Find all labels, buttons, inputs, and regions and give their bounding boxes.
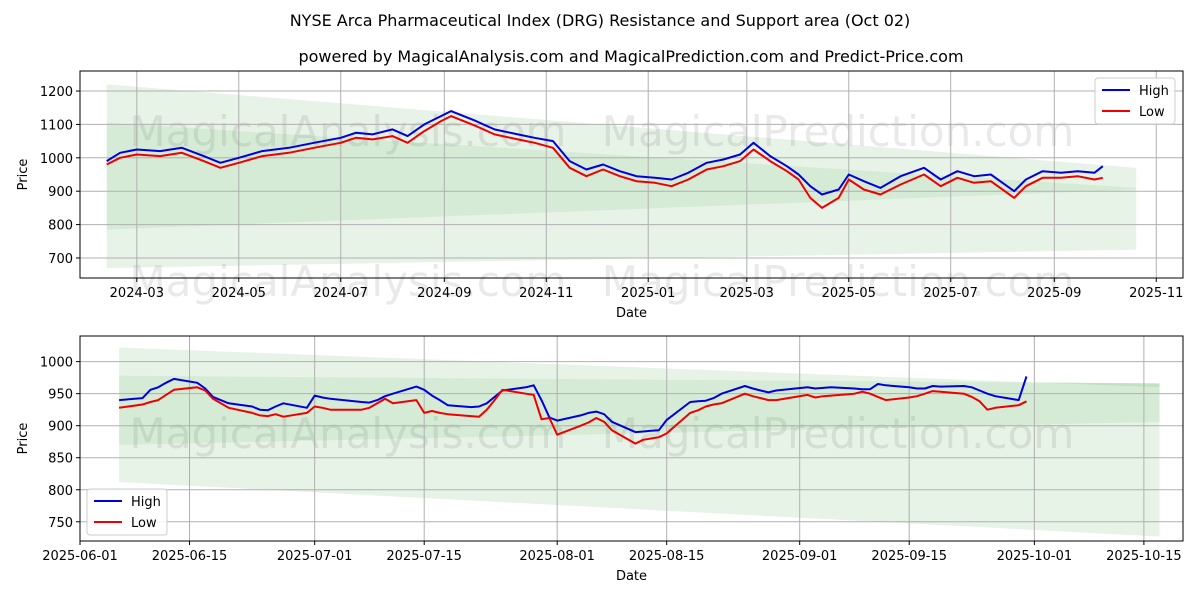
plot-frame [79,335,1184,542]
x-tick-label: 2025-08-01 [519,549,595,564]
y-tick-label: 750 [48,516,73,531]
x-tick-label: 2025-11 [1129,286,1183,301]
y-tick-label: 800 [48,484,73,499]
x-tick-label: 2025-09 [1027,286,1081,301]
y-tick-label: 900 [48,420,73,435]
band-area-0 [106,84,1137,188]
top-chart: MagicalAnalysis.com MagicalAnalysis.com Ma… [16,70,1184,321]
x-tick-label: 2025-10-15 [1106,549,1182,564]
x-tick-label: 2025-07 [924,286,978,301]
y-axis-label: Price [16,159,31,191]
series-line-low [118,386,1027,445]
chart-subtitle: powered by MagicalAnalysis.com and Magic… [298,47,963,66]
x-tick-label: 2025-01 [621,286,675,301]
legend-label-high: High [131,495,161,510]
y-tick-label: 1000 [40,152,73,167]
watermark-text: MagicalAnalysis.com [130,107,567,156]
x-tick-label: 2025-06-15 [152,549,228,564]
y-tick-label: 950 [48,388,73,403]
band-group [119,347,1160,537]
watermark-text: MagicalPrediction.com [602,409,1075,458]
plot-frame [79,70,1184,279]
band-area-1 [119,375,1160,445]
legend: High Low [86,488,168,536]
bottom-chart: MagicalAnalysis.com MagicalPrediction.com… [16,335,1184,584]
x-axis-label: Date [616,306,647,321]
x-tick-label: 2025-07-01 [277,549,353,564]
legend-label-low: Low [131,516,157,531]
x-tick-label: 2024-09 [417,286,471,301]
x-axis-label: Date [616,569,647,584]
series-line-high [106,110,1104,196]
series-line-high [119,376,1028,434]
x-tick-label: 2025-10-01 [997,549,1073,564]
x-tick-label: 2025-09-01 [762,549,838,564]
watermark-text: MagicalPrediction.com [602,107,1075,156]
band-area-2 [119,421,1160,537]
y-tick-label: 700 [48,252,73,267]
y-tick-label: 850 [48,452,73,467]
y-tick-label: 1200 [40,85,73,100]
series-group [118,376,1028,445]
watermark-text: MagicalPrediction.com [602,257,1075,306]
y-tick-label: 800 [48,219,73,234]
x-tick-label: 2024-05 [212,286,266,301]
x-tick-label: 2025-07-15 [386,549,462,564]
band-area-0 [119,347,1160,388]
x-tick-label: 2024-11 [519,286,573,301]
series-line-low [106,115,1103,209]
legend-label-high: High [1139,84,1169,99]
y-axis-label: Price [16,423,31,455]
series-group [106,110,1104,209]
x-tick-label: 2025-08-15 [629,549,705,564]
x-tick-label: 2024-07 [314,286,368,301]
x-tick-label: 2025-06-01 [42,549,118,564]
y-tick-label: 900 [48,185,73,200]
band-area-2 [106,189,1137,268]
x-tick-label: 2025-05 [822,286,876,301]
legend-label-low: Low [1139,105,1165,120]
x-tick-label: 2024-03 [110,286,164,301]
watermark-text: MagicalAnalysis.com [130,257,567,306]
x-tick-label: 2025-03 [720,286,774,301]
legend: High Low [1094,77,1176,125]
y-tick-label: 1000 [40,356,73,371]
y-tick-label: 1100 [40,118,73,133]
chart-title: NYSE Arca Pharmaceutical Index (DRG) Res… [290,11,911,30]
x-tick-label: 2025-09-15 [871,549,947,564]
watermark-text: MagicalAnalysis.com [130,409,567,458]
